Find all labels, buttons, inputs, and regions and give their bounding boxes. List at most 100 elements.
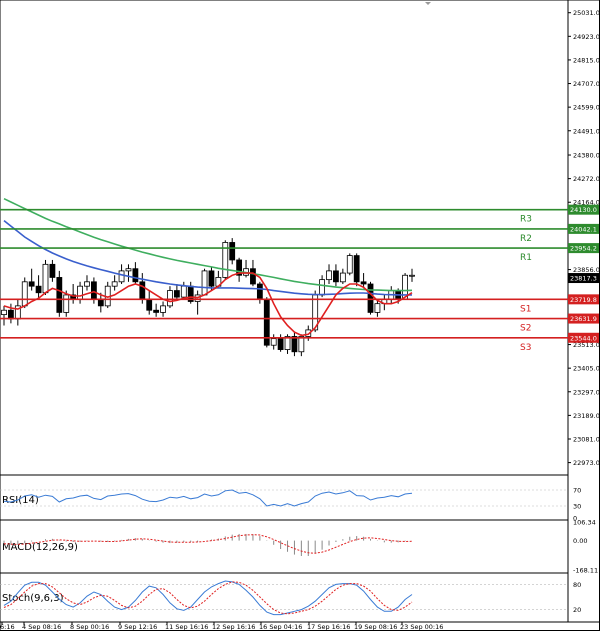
candle-body [256,283,263,300]
level-name-r2: R2 [520,234,532,244]
level-name-r3: R3 [520,215,532,225]
price-tick-label: 24815.0 [573,56,600,64]
level-name-s1: S1 [520,304,531,314]
candle-body [90,281,97,300]
time-tick-label: 9 Sep 12:16 [118,623,157,631]
macd-signal-line [3,534,413,554]
price-tick-label: 24599.0 [573,104,600,112]
price-tick-label: 23513.0 [573,341,600,349]
candle-body [125,268,132,272]
level-price-label: 23954.2 [570,245,597,253]
level-price-tag [568,332,599,343]
ma-red-line [3,272,413,337]
candle-body [208,270,215,287]
stoch-label: Stoch(9,6,3) [2,593,64,604]
scroll-marker-icon [425,2,431,5]
candle-body [84,281,90,287]
price-tick-label: 23081.0 [573,435,600,443]
candle-body [146,298,153,311]
candle-body [21,281,28,307]
level-price-label: 24130.0 [570,206,597,214]
candle-body [236,259,243,276]
time-tick-label: 8 Sep 00:16 [70,623,109,631]
candle-body [173,290,180,298]
macd-tick-label: -168.11 [573,567,598,575]
candle-body [42,263,49,294]
level-name-s2: S2 [520,324,531,334]
candle-body [291,336,298,353]
stoch-tick-label: 20 [573,606,581,614]
candle-body [250,268,256,285]
time-tick-label: 23 Sep 00:16 [400,623,443,631]
candle-body [346,255,353,274]
rsi-tick-label: 70 [573,487,581,495]
price-tick-label: 23856.0 [573,266,600,274]
candle-body [28,281,35,287]
candle-body [319,279,326,296]
macd-tick-label: 106.34 [573,519,596,527]
candle-body [360,281,367,285]
time-tick-label: 4 Sep 08:16 [22,623,61,631]
candle-body [111,281,118,287]
rsi-label: RSI(14) [2,495,39,506]
candle-body [298,336,305,353]
rsi-tick-label: 30 [573,503,581,511]
stoch-k-line [3,580,413,616]
candle-body [367,283,374,313]
price-tick-label: 24707.0 [573,80,600,88]
time-tick-label: 17 Sep 16:16 [307,623,350,631]
stoch-d-line [3,581,413,615]
candle-body [35,285,42,294]
level-price-label: 23631.9 [570,315,597,323]
candle-body [132,268,139,283]
time-tick-label: 12 Sep 16:16 [212,623,255,631]
candle-body [97,298,104,307]
candle-body [277,338,284,350]
level-price-tag [568,243,599,254]
time-tick-label: 11 Sep 16:16 [165,623,208,631]
candle-body [333,270,339,283]
candle-body [270,338,277,346]
level-price-label: 23719.8 [570,296,597,304]
candle-body [8,309,14,320]
stoch-tick-label: 80 [573,581,581,589]
macd-label: MACD(12,26,9) [2,542,78,553]
price-tick-label: 22973.0 [573,459,600,467]
price-tick-label: 25031.0 [573,9,600,17]
candle-body [409,274,415,277]
level-price-tag [568,313,599,324]
price-tick-label: 24380.0 [573,152,600,160]
level-price-tag [568,223,599,234]
level-price-tag [568,204,599,215]
last-price-tag [568,273,599,284]
candle-body [222,242,229,278]
candle-body [180,285,187,298]
candle-body [118,270,125,283]
candle-body [229,242,236,261]
macd-tick-label: 0.00 [573,537,587,545]
candle-body [63,294,70,313]
rsi-tick-label: 0 [573,515,577,523]
ma-green-line [3,197,413,292]
level-price-label: 23544.0 [570,334,597,342]
candle-body [139,281,146,300]
candle-body [56,277,63,313]
candle-body [326,270,332,281]
candle-body [167,290,173,307]
candle-body [374,303,381,313]
level-name-r1: R1 [520,253,532,263]
candle-body [284,336,291,350]
level-price-label: 24042.1 [570,225,597,233]
candle-body [49,263,56,278]
last-price-label: 23817.3 [570,275,597,283]
candle-body [153,309,160,313]
price-tick-label: 23189.0 [573,412,600,420]
rsi-line [3,489,413,507]
price-tick-label: 24491.0 [573,127,600,135]
candle-body [160,305,166,313]
time-tick-label: 19 Sep 08:16 [354,623,397,631]
level-name-s3: S3 [520,343,531,353]
